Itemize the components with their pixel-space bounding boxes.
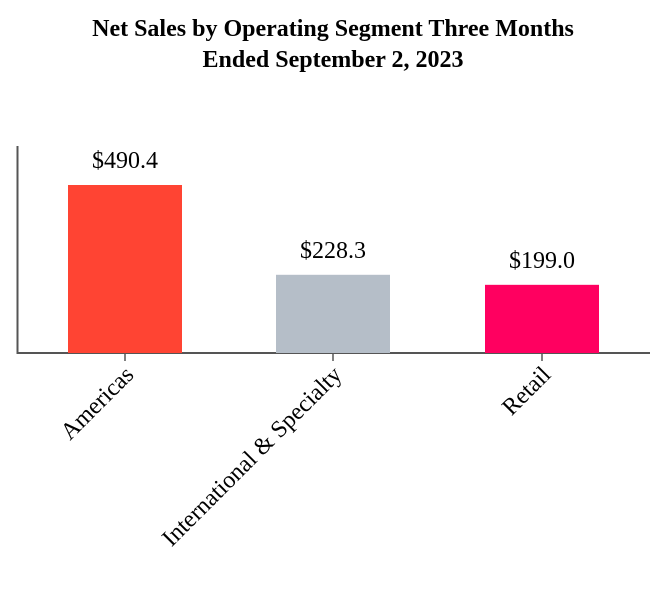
chart-title: Net Sales by Operating Segment Three Mon… [0, 14, 666, 76]
bar-americas [68, 185, 182, 353]
data-label-americas: $490.4 [92, 148, 158, 174]
chart-title-line-1: Net Sales by Operating Segment Three Mon… [92, 16, 574, 42]
bar-retail [485, 284, 599, 353]
bars-layer [68, 185, 599, 353]
data-label-international-specialty: $228.3 [300, 238, 366, 264]
bar-international-specialty [276, 274, 390, 353]
x-tick-label-international-specialty: International & Specialty [157, 362, 347, 552]
ticks-layer [124, 353, 543, 361]
chart-title-line-2: Ended September 2, 2023 [202, 47, 464, 73]
data-label-retail: $199.0 [509, 248, 575, 274]
x-tick-label-americas: Americas [56, 362, 139, 445]
x-tick-label-retail: Retail [497, 362, 556, 421]
